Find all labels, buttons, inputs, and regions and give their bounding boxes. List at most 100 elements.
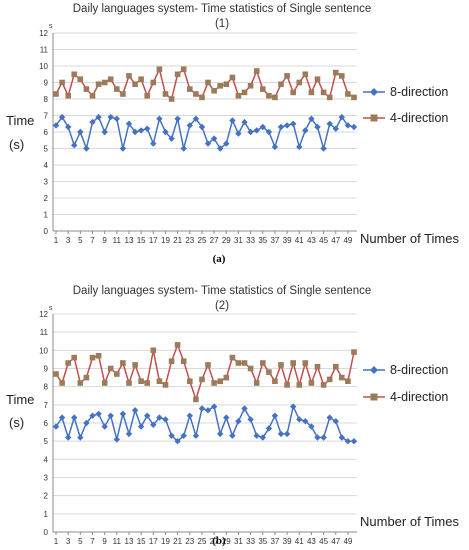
data-point-4dir [71,354,77,361]
data-point-8dir [308,423,315,430]
data-point-8dir [186,412,193,419]
data-point-8dir [302,418,309,425]
data-point-4dir [168,96,175,102]
data-point-4dir [77,76,84,82]
data-point-8dir [192,115,200,122]
data-point-8dir [107,113,114,121]
x-tick-label: 13 [125,236,134,245]
data-point-8dir [174,115,181,122]
legend-2-4dir-label: 4-direction [390,390,448,404]
data-point-4dir [193,396,199,403]
data-point-4dir [223,374,230,381]
data-point-4dir [320,382,327,388]
data-point-8dir [235,418,242,425]
data-point-4dir [296,382,303,388]
data-point-8dir [308,115,315,122]
data-point-4dir [120,360,126,366]
data-point-8dir [77,128,84,136]
y-tick-label: 2 [44,194,49,203]
y-tick-label: 12 [39,29,48,38]
data-point-4dir [162,91,169,97]
x-tick-label: 39 [283,236,292,245]
chart-2-legend: 8-direction 4-direction [363,363,448,404]
data-point-8dir [186,122,193,129]
data-point-4dir [211,88,217,94]
x-tick-label: 33 [246,537,255,546]
chart-1-y-unit: s [49,23,53,30]
data-point-4dir [351,349,357,355]
data-point-4dir [83,374,90,381]
y-tick-label: 10 [39,62,48,71]
data-point-4dir [107,76,114,82]
y-tick-label: 11 [40,328,49,337]
data-point-8dir [174,438,181,445]
data-point-4dir [89,354,96,361]
data-point-8dir [241,118,248,126]
data-point-8dir [290,120,297,127]
chart-1: Daily languages system- Time statistics … [6,3,459,265]
data-point-4dir [290,89,296,96]
data-point-8dir [180,145,187,152]
data-point-4dir [247,83,254,89]
data-point-8dir [107,412,114,419]
data-point-8dir [229,432,236,439]
data-point-8dir [198,123,206,131]
x-tick-label: 27 [210,537,219,546]
data-point-4dir [187,86,193,92]
data-point-8dir [296,416,303,423]
x-tick-label: 49 [343,236,352,245]
y-tick-label: 3 [44,474,49,483]
chart-2: Daily languages system- Time statistics … [6,285,459,547]
data-point-8dir [58,414,66,421]
y-tick-label: 1 [44,211,49,220]
data-point-8dir [277,430,285,438]
data-point-8dir [223,140,230,147]
data-point-8dir [101,423,108,430]
data-point-8dir [271,143,279,151]
data-point-8dir [217,430,224,438]
data-point-4dir [59,79,65,86]
data-point-8dir [180,432,187,439]
data-point-8dir [89,118,96,126]
data-point-8dir [259,123,266,131]
data-point-4dir [241,89,248,96]
data-point-4dir [126,380,132,386]
legend-2-4dir-marker [370,393,378,401]
data-point-4dir [144,380,150,386]
data-point-4dir [120,91,126,97]
chart-2-caption: (b) [212,535,226,547]
data-point-4dir [83,86,90,92]
data-point-4dir [278,362,284,368]
y-tick-label: 9 [44,365,49,374]
x-tick-label: 35 [258,236,267,245]
data-point-8dir [77,434,84,441]
data-point-4dir [132,81,138,87]
data-point-8dir [101,128,108,136]
data-point-4dir [260,86,266,92]
x-tick-label: 47 [331,537,340,546]
data-point-4dir [272,94,278,101]
data-point-8dir [204,140,212,147]
data-point-4dir [162,382,169,388]
chart-2-xlabel: Number of Times [360,514,459,529]
data-point-8dir [71,414,78,421]
data-point-4dir [326,94,333,101]
x-tick-label: 43 [307,537,316,546]
chart-2-title-line2: (2) [215,300,229,312]
data-point-8dir [247,416,254,423]
data-point-8dir [290,403,297,410]
data-point-4dir [168,358,175,364]
chart-2-plot [52,342,358,445]
data-point-4dir [144,92,150,99]
x-tick-label: 35 [258,537,267,546]
data-point-8dir [314,123,321,131]
x-tick-label: 9 [102,537,107,546]
data-point-8dir [320,145,327,152]
data-point-4dir [217,83,223,89]
x-tick-label: 41 [295,236,304,245]
x-tick-label: 33 [246,236,255,245]
data-point-8dir [125,120,133,127]
data-point-4dir [180,358,187,364]
data-point-4dir [253,380,260,386]
